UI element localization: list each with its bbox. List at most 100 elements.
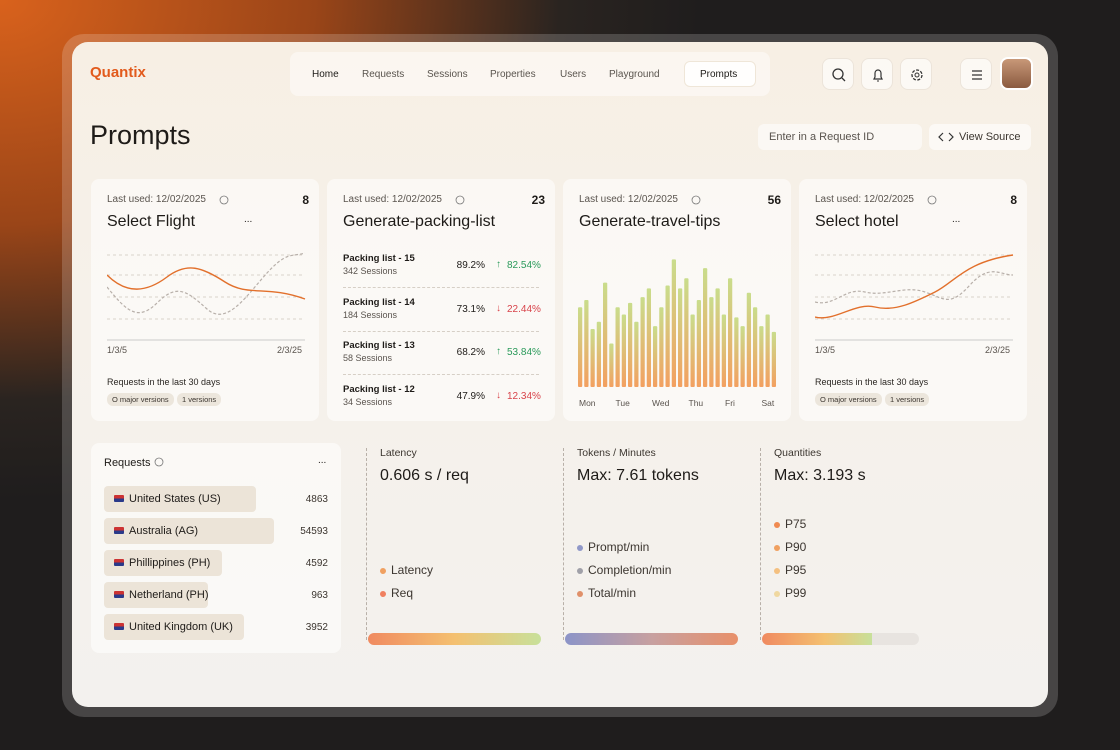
bar bbox=[584, 300, 589, 387]
prompt-card[interactable] bbox=[91, 179, 319, 421]
info-icon bbox=[927, 195, 937, 205]
nav-item[interactable]: Playground bbox=[609, 69, 660, 80]
prompt-title: Generate-travel-tips bbox=[579, 213, 721, 230]
nav-item[interactable]: Home bbox=[312, 69, 339, 80]
row-name: Packing list - 15 bbox=[343, 253, 415, 264]
country-name: United States (US) bbox=[129, 493, 221, 505]
notifications-button[interactable] bbox=[861, 58, 893, 90]
bell-icon bbox=[873, 69, 883, 82]
page-title: Prompts bbox=[90, 120, 191, 150]
flag bbox=[114, 495, 124, 502]
bar bbox=[765, 314, 770, 387]
row-percent: 47.9% bbox=[456, 390, 485, 402]
day-label: Wed bbox=[652, 398, 670, 408]
flag bbox=[114, 623, 124, 630]
row-percent: 89.2% bbox=[456, 260, 485, 271]
search-icon bbox=[832, 68, 846, 82]
bar bbox=[734, 317, 739, 387]
gear-icon bbox=[911, 69, 923, 81]
menu-button[interactable] bbox=[960, 58, 992, 90]
search-button[interactable] bbox=[822, 58, 854, 90]
prompt-card[interactable] bbox=[799, 179, 1027, 421]
trend-arrow: ↓ bbox=[496, 389, 501, 401]
line-chart bbox=[815, 254, 1014, 341]
bar bbox=[653, 326, 658, 387]
chart-caption: Requests in the last 30 days bbox=[815, 377, 929, 387]
trend-line bbox=[107, 267, 306, 300]
legend-dot bbox=[577, 591, 583, 597]
info-icon bbox=[219, 195, 229, 205]
trend-arrow: ↑ bbox=[496, 259, 501, 270]
legend-dot bbox=[774, 522, 780, 528]
version-tag: 1 versions bbox=[885, 393, 930, 406]
legend-label: P95 bbox=[785, 563, 807, 577]
nav-item[interactable]: Sessions bbox=[427, 69, 468, 80]
requests-title: Requests bbox=[104, 457, 151, 469]
nav-item[interactable]: Requests bbox=[362, 69, 405, 80]
bar bbox=[665, 285, 670, 387]
flag bbox=[114, 559, 124, 566]
metric-value: 0.606 s / req bbox=[380, 467, 469, 484]
metric-label: Quantities bbox=[774, 447, 822, 459]
prompt-card[interactable] bbox=[327, 179, 555, 421]
avatar[interactable] bbox=[1000, 57, 1033, 90]
nav-item[interactable]: Users bbox=[560, 69, 587, 80]
legend-dot bbox=[577, 568, 583, 574]
metric-bar bbox=[368, 633, 541, 645]
bar bbox=[603, 282, 608, 387]
trend-arrow: ↓ bbox=[496, 302, 501, 314]
bar bbox=[690, 314, 695, 387]
row-sessions: 184 Sessions bbox=[343, 309, 398, 320]
card-menu[interactable]: ... bbox=[244, 214, 253, 225]
version-tag: 1 versions bbox=[177, 393, 222, 406]
bar bbox=[596, 321, 601, 387]
requests-menu[interactable]: ... bbox=[318, 455, 327, 466]
settings-button[interactable] bbox=[900, 58, 932, 90]
row-percent: 73.1% bbox=[456, 303, 485, 315]
row-name: Packing list - 14 bbox=[343, 296, 415, 308]
bar bbox=[721, 314, 726, 387]
metric-bar bbox=[762, 633, 919, 645]
nav-item[interactable]: Properties bbox=[490, 69, 536, 80]
code-icon bbox=[938, 132, 954, 142]
country-name: United Kingdom (UK) bbox=[129, 621, 233, 633]
request-id-input[interactable]: Enter in a Request ID bbox=[758, 124, 922, 150]
legend-label: Completion/min bbox=[588, 563, 672, 577]
legend-label: P99 bbox=[785, 586, 807, 600]
legend-dot bbox=[380, 568, 386, 574]
row-name: Packing list - 13 bbox=[343, 340, 415, 351]
flag bbox=[114, 591, 124, 598]
legend-label: Req bbox=[391, 586, 414, 600]
comparison-line bbox=[107, 252, 306, 315]
metric-bar bbox=[565, 633, 738, 645]
view-source-button[interactable]: View Source bbox=[929, 124, 1031, 150]
row-change: 12.34% bbox=[507, 390, 541, 402]
bar bbox=[615, 307, 620, 387]
legend-dot bbox=[774, 568, 780, 574]
nav-active-pill bbox=[684, 61, 756, 87]
info-icon bbox=[455, 195, 465, 205]
trend-arrow: ↑ bbox=[496, 346, 501, 357]
metric-divider bbox=[563, 448, 564, 640]
flag bbox=[114, 527, 124, 534]
info-circle bbox=[219, 195, 229, 205]
card-menu[interactable]: ... bbox=[952, 214, 961, 225]
menu-icon bbox=[972, 70, 982, 80]
info-icon bbox=[154, 457, 164, 467]
line-chart bbox=[107, 252, 306, 341]
bar bbox=[621, 314, 626, 387]
nav-item[interactable]: Prompts bbox=[700, 69, 738, 80]
x-label: 2/3/25 bbox=[985, 345, 1011, 355]
logo-text: Quantix bbox=[90, 64, 146, 81]
day-label: Tue bbox=[615, 398, 630, 408]
country-bar bbox=[104, 486, 256, 512]
legend-label: Total/min bbox=[588, 586, 637, 600]
row-divider bbox=[343, 330, 539, 332]
day-label: Thu bbox=[688, 398, 704, 408]
usage-count: 23 bbox=[531, 193, 545, 207]
metric-value: Max: 3.193 s bbox=[774, 467, 866, 484]
bar bbox=[659, 307, 664, 387]
bar bbox=[678, 288, 683, 387]
legend-dot bbox=[577, 545, 583, 551]
bar bbox=[671, 259, 676, 387]
